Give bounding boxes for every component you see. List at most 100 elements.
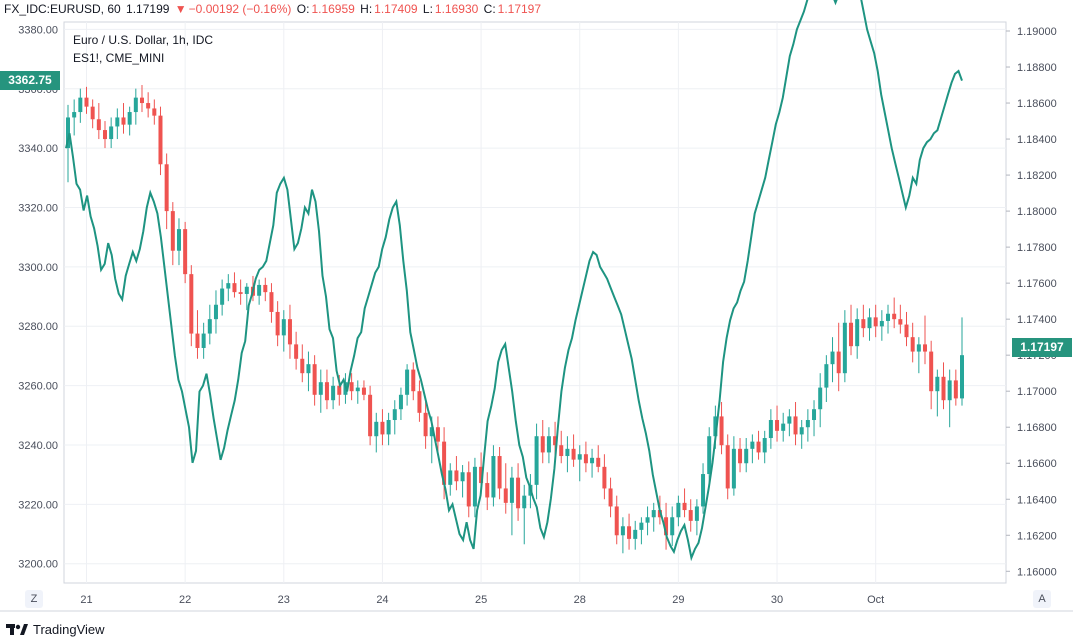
candle-body [164,164,169,212]
symbol-name[interactable]: FX_IDC:EURUSD, 60 [4,2,121,16]
candle-body [627,526,632,539]
candle-body [386,420,391,435]
tradingview-name: TradingView [33,621,105,637]
time-tick-label: 28 [574,594,586,606]
candle-body [682,502,687,511]
right-tick-label: 1.17800 [1017,242,1057,254]
candle-body [454,470,459,482]
candle-body [879,320,884,327]
candle-body [892,313,897,320]
candle-body [115,117,120,127]
left-tick-label: 3320.00 [18,203,58,215]
left-last-price-badge: 3362.75 [0,71,60,90]
candle-body [331,385,336,401]
right-tick-label: 1.16200 [1017,530,1057,542]
candle-body [805,420,810,428]
close-label: C: [483,2,496,16]
candle-body [830,351,835,365]
candle-body [213,304,218,320]
right-tick-label: 1.18000 [1017,206,1057,218]
candle-body [102,130,107,140]
time-tick-label: 25 [475,594,487,606]
candle-body [910,337,915,352]
candle-body [614,506,619,536]
es1-compare-line [65,0,963,562]
candle-body [664,517,669,536]
candle-body [287,319,292,345]
time-tick-label: 22 [179,594,191,606]
candle-body [818,387,823,410]
candle-body [361,387,366,395]
candle-body [96,119,101,131]
candle-body [799,427,804,435]
left-tick-label: 3340.00 [18,143,58,155]
compare-series-title[interactable]: ES1!, CME_MINI [73,51,165,65]
symbol-legend: FX_IDC:EURUSD, 60 1.17199 ▼ −0.00192 (−0.… [4,2,543,16]
candle-body [392,409,397,421]
candle-body [849,322,854,347]
right-tick-label: 1.19000 [1017,26,1057,38]
right-tick-label: 1.18800 [1017,62,1057,74]
candle-body [565,448,570,457]
candle-body [953,380,958,399]
candle-body [941,376,946,401]
candle-body [775,420,780,431]
candle-body [867,317,872,329]
tradingview-logo[interactable]: TradingView [6,620,105,638]
candle-body [275,311,280,336]
candle-body [263,284,268,293]
plot-area [63,21,1007,584]
candle-body [935,376,940,392]
right-tick-label: 1.18600 [1017,98,1057,110]
candle-body [713,416,718,437]
right-tick-label: 1.17000 [1017,386,1057,398]
candle-body [546,436,551,453]
candle-body [793,416,798,435]
candle-body [756,441,761,453]
candle-body [923,344,928,352]
candle-body [719,416,724,446]
candle-body [596,457,601,467]
candle-body [651,510,656,518]
candle-body [472,466,477,507]
candle-body [947,380,952,401]
right-tick-label: 1.16400 [1017,494,1057,506]
candle-body [78,97,83,113]
close-value: 1.17197 [497,2,542,16]
candle-body [861,319,866,329]
candle-body [509,477,514,503]
candle-body [522,495,527,509]
candle-body [916,344,921,352]
candle-body [121,117,126,125]
auto-scale-left-button[interactable]: Z [25,590,43,608]
right-tick-label: 1.16800 [1017,422,1057,434]
candle-body [553,436,558,446]
left-tick-label: 3280.00 [18,321,58,333]
candle-body [109,126,114,140]
candle-body [670,517,675,536]
candle-body [127,112,132,125]
candle-body [152,108,157,116]
low-value: 1.16930 [434,2,479,16]
candle-body [442,441,447,485]
main-series-title[interactable]: Euro / U.S. Dollar, 1h, IDC [73,33,214,47]
candle-body [324,382,329,401]
open-label: O: [296,2,310,16]
candle-body [960,355,964,399]
left-tick-label: 3380.00 [18,24,58,36]
candle-body [738,448,743,464]
candle-body [559,445,564,457]
auto-scale-right-button[interactable]: A [1033,590,1051,608]
candle-body [207,319,212,334]
right-tick-label: 1.16600 [1017,458,1057,470]
candle-body [781,423,786,431]
candle-body [417,391,422,413]
candle-body [608,488,613,507]
candle-body [633,529,638,539]
candle-body [503,488,508,503]
candle-body [873,317,878,327]
candle-body [583,454,588,464]
candle-body [497,456,502,489]
candle-body [380,421,385,435]
